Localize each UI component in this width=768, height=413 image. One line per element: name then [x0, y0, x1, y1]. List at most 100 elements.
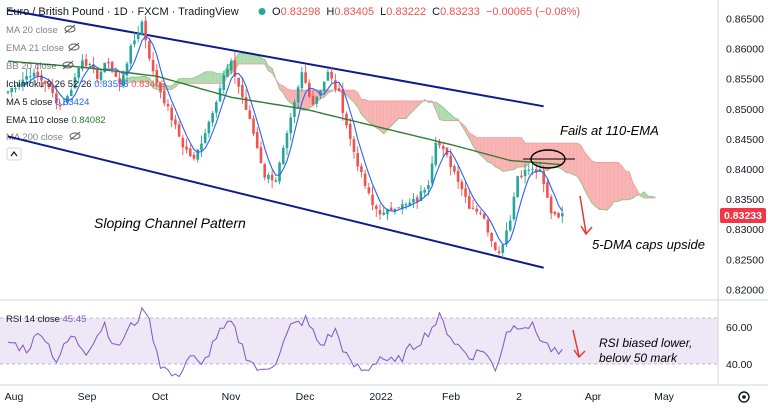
- candle-body: [408, 202, 412, 206]
- candle-body: [133, 40, 136, 45]
- legend-ema21[interactable]: EMA 21 close: [6, 43, 64, 54]
- candle-body: [14, 88, 17, 90]
- candle-body: [471, 207, 475, 209]
- candle-body: [21, 79, 25, 86]
- annotation-channel: Sloping Channel Pattern: [94, 215, 246, 231]
- legend-ma200[interactable]: MA 200 close: [6, 132, 63, 143]
- cloud-segment: [595, 162, 600, 210]
- candle-body: [467, 196, 471, 209]
- candle-body: [308, 82, 311, 97]
- eye-off-icon[interactable]: [64, 24, 76, 34]
- rsi-band: [0, 318, 718, 364]
- candle-body: [148, 41, 151, 59]
- candle-body: [438, 141, 441, 146]
- legend-ma5[interactable]: MA 5 close 0.83424: [6, 97, 89, 108]
- candle-body: [103, 62, 107, 73]
- candle-body: [356, 153, 359, 167]
- legend-ichimoku[interactable]: Ichimoku 9 26 52 26 0.83536 0.83403: [6, 79, 166, 90]
- last-price-label: 0.83233: [724, 210, 762, 222]
- price-tick-label: 0.85000: [726, 104, 764, 116]
- candle-body: [51, 85, 54, 94]
- cloud-segment: [547, 142, 552, 172]
- candle-body: [99, 71, 103, 80]
- cloud-segment: [506, 137, 511, 172]
- time-axis[interactable]: Aug Sep Oct Nov Dec 2022 Feb 2 Apr May: [5, 391, 675, 403]
- cloud-segment: [517, 137, 522, 168]
- annotation-fails-ema: Fails at 110-EMA: [560, 123, 659, 138]
- cloud-segment: [576, 142, 582, 183]
- cloud-segment: [208, 71, 213, 84]
- price-tick-label: 0.82000: [726, 284, 764, 296]
- cloud-segment: [588, 156, 593, 204]
- candle-body: [140, 21, 144, 35]
- candle-body: [84, 59, 88, 66]
- cloud-span-b: [119, 63, 656, 199]
- gear-icon[interactable]: [738, 391, 750, 403]
- candle-body: [88, 64, 92, 66]
- candle-body: [486, 219, 490, 233]
- candle-body: [397, 207, 400, 209]
- candle-body: [255, 132, 259, 148]
- cloud-segment: [591, 160, 596, 208]
- collapse-legend-icon[interactable]: [6, 147, 22, 161]
- rsi-tick-60: 60.00: [726, 322, 752, 334]
- candle-body: [434, 142, 438, 165]
- cloud-segment: [216, 73, 221, 84]
- cloud-segment: [539, 142, 544, 171]
- candle-body: [114, 70, 118, 77]
- candle-body: [460, 181, 464, 190]
- candle-body: [289, 117, 293, 134]
- cloud-segment: [495, 137, 500, 169]
- cloud-segment: [242, 53, 247, 65]
- candle-body: [304, 72, 307, 83]
- legend-ma20[interactable]: MA 20 close: [6, 25, 58, 36]
- candle-body: [512, 196, 516, 220]
- time-tick-label: 2022: [369, 391, 393, 403]
- candle-body: [118, 78, 121, 85]
- price-tick-label: 0.84500: [726, 134, 764, 146]
- cloud-segment: [513, 137, 518, 171]
- candlestick-series: [6, 15, 564, 259]
- candle-body: [311, 95, 315, 105]
- cloud-segment: [186, 78, 191, 84]
- time-tick-label: Feb: [442, 391, 460, 403]
- candle-body: [203, 133, 207, 144]
- candle-body: [427, 184, 430, 190]
- price-axis[interactable]: 0.86500 0.86000 0.85500 0.85000 0.84500 0.840…: [726, 14, 764, 297]
- eye-off-icon[interactable]: [68, 42, 80, 52]
- candle-body: [300, 72, 304, 89]
- candle-body: [516, 176, 519, 197]
- candle-body: [386, 208, 389, 214]
- time-tick-label: Sep: [78, 391, 97, 403]
- candle-body: [527, 169, 531, 171]
- candle-body: [6, 91, 10, 93]
- channel-lower-line: [7, 135, 544, 269]
- sloping-channel: [7, 8, 544, 269]
- ma5-line: [22, 35, 563, 245]
- rsi-legend[interactable]: RSI 14 close 45.45: [6, 314, 86, 325]
- legend-bb20[interactable]: BB 20 close: [6, 61, 57, 72]
- price-tick-label: 0.83000: [726, 224, 764, 236]
- legend-ema110[interactable]: EMA 110 close 0.84082: [6, 115, 106, 126]
- eye-off-icon[interactable]: [62, 60, 74, 70]
- candle-body: [92, 64, 95, 69]
- price-tick-label: 0.86500: [726, 14, 764, 26]
- candle-body: [144, 20, 147, 41]
- candle-body: [494, 242, 497, 250]
- candle-body: [25, 76, 28, 80]
- time-tick-label: Oct: [152, 391, 168, 403]
- eye-off-icon[interactable]: [69, 131, 81, 141]
- candle-body: [542, 170, 545, 185]
- ema110-line: [7, 60, 563, 166]
- candle-body: [125, 63, 129, 76]
- candle-body: [549, 196, 553, 214]
- candle-body: [226, 69, 229, 77]
- cloud-segment: [510, 137, 515, 171]
- candle-body: [62, 103, 66, 105]
- candle-body: [557, 213, 560, 218]
- time-tick-label: 2: [516, 391, 522, 403]
- candle-body: [285, 133, 289, 149]
- candle-body: [337, 88, 341, 91]
